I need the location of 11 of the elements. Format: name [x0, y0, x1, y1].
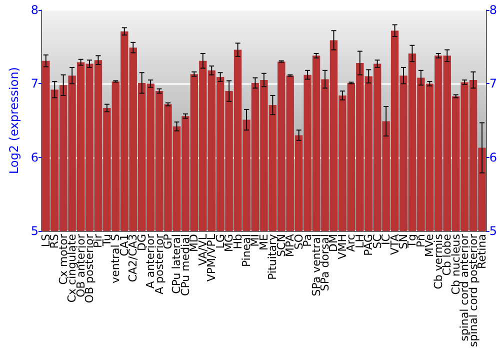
y2-tick-label: 5 — [489, 224, 498, 238]
y-tick-label: 5 — [30, 224, 39, 238]
y-tick-label: 6 — [30, 150, 39, 164]
y2-tick-label: 8 — [489, 3, 498, 17]
y-axis-title: Log2 (expression) — [7, 67, 21, 174]
y-tick-label: 7 — [30, 76, 39, 91]
x-tick-label: Retina — [476, 234, 489, 270]
y-tick-label: 8 — [30, 3, 39, 17]
x-tick-label: OB posterior — [83, 234, 96, 304]
y2-tick-label: 7 — [489, 76, 498, 91]
y2-tick-label: 6 — [489, 150, 498, 164]
